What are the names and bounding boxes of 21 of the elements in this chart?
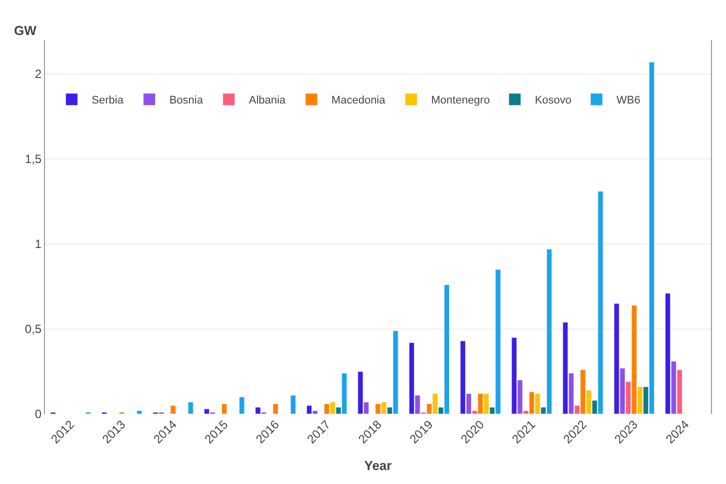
y-tick-label: 2 <box>34 67 42 82</box>
legend-label: Macedonia <box>331 94 386 107</box>
bar <box>239 396 245 414</box>
bar <box>290 395 296 414</box>
legend-label: Montenegro <box>431 94 490 107</box>
legend-label: WB6 <box>616 94 640 107</box>
bar <box>170 405 176 414</box>
bar <box>136 410 142 414</box>
y-tick-label: 0,5 <box>24 322 42 336</box>
y-tick-label: 1,5 <box>24 152 42 166</box>
y-axis-title: GW <box>14 23 38 38</box>
bar <box>188 402 194 414</box>
legend-label: Bosnia <box>169 94 204 107</box>
x-axis-title: Year <box>364 458 392 473</box>
legend-label: Albania <box>248 94 286 107</box>
legend-label: Kosovo <box>534 94 572 107</box>
legend-label: Serbia <box>92 94 124 107</box>
y-tick-label: 0 <box>34 407 42 422</box>
bar <box>272 404 278 414</box>
y-tick-label: 1 <box>34 237 42 252</box>
bar <box>222 404 228 414</box>
